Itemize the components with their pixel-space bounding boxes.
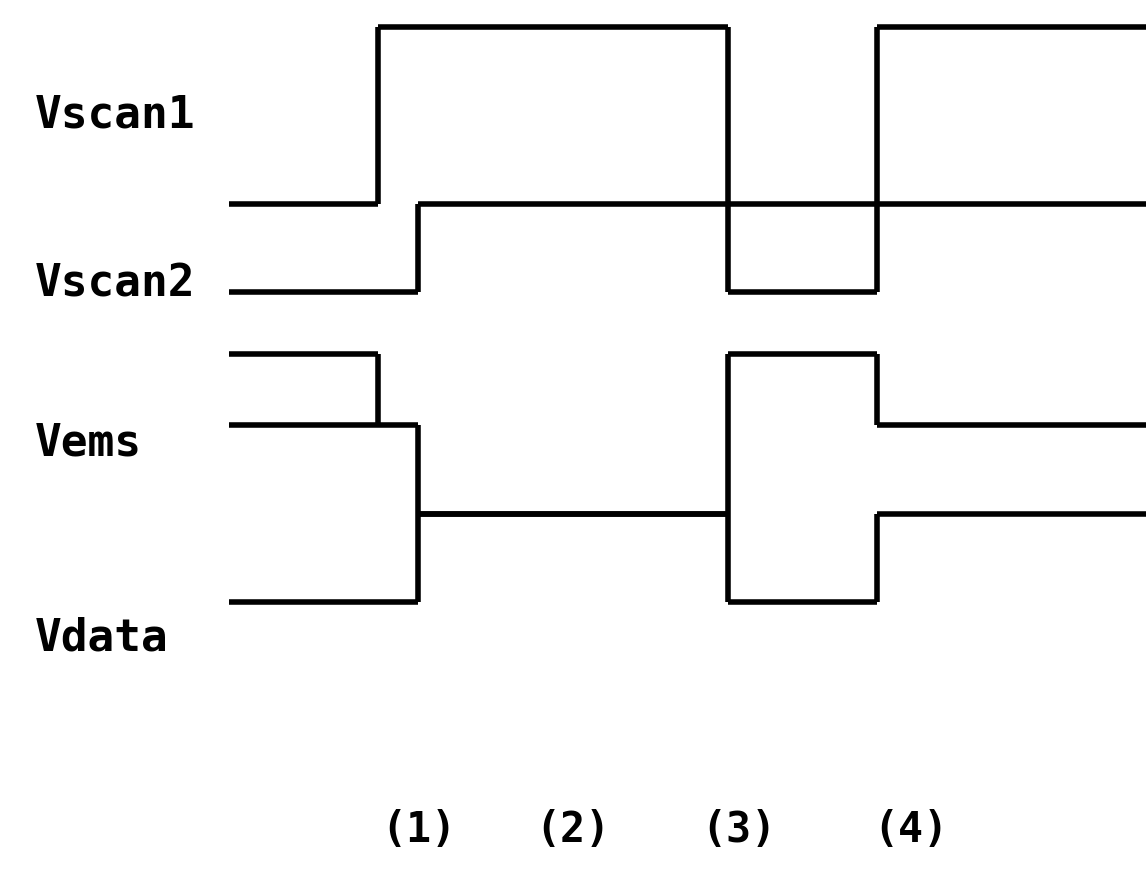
Text: Vems: Vems: [34, 422, 141, 464]
Text: (3): (3): [701, 809, 777, 851]
Text: Vscan1: Vscan1: [34, 94, 195, 136]
Text: Vdata: Vdata: [34, 617, 168, 659]
Text: (1): (1): [380, 809, 456, 851]
Text: (2): (2): [535, 809, 611, 851]
Text: Vscan2: Vscan2: [34, 262, 195, 305]
Text: (4): (4): [873, 809, 949, 851]
